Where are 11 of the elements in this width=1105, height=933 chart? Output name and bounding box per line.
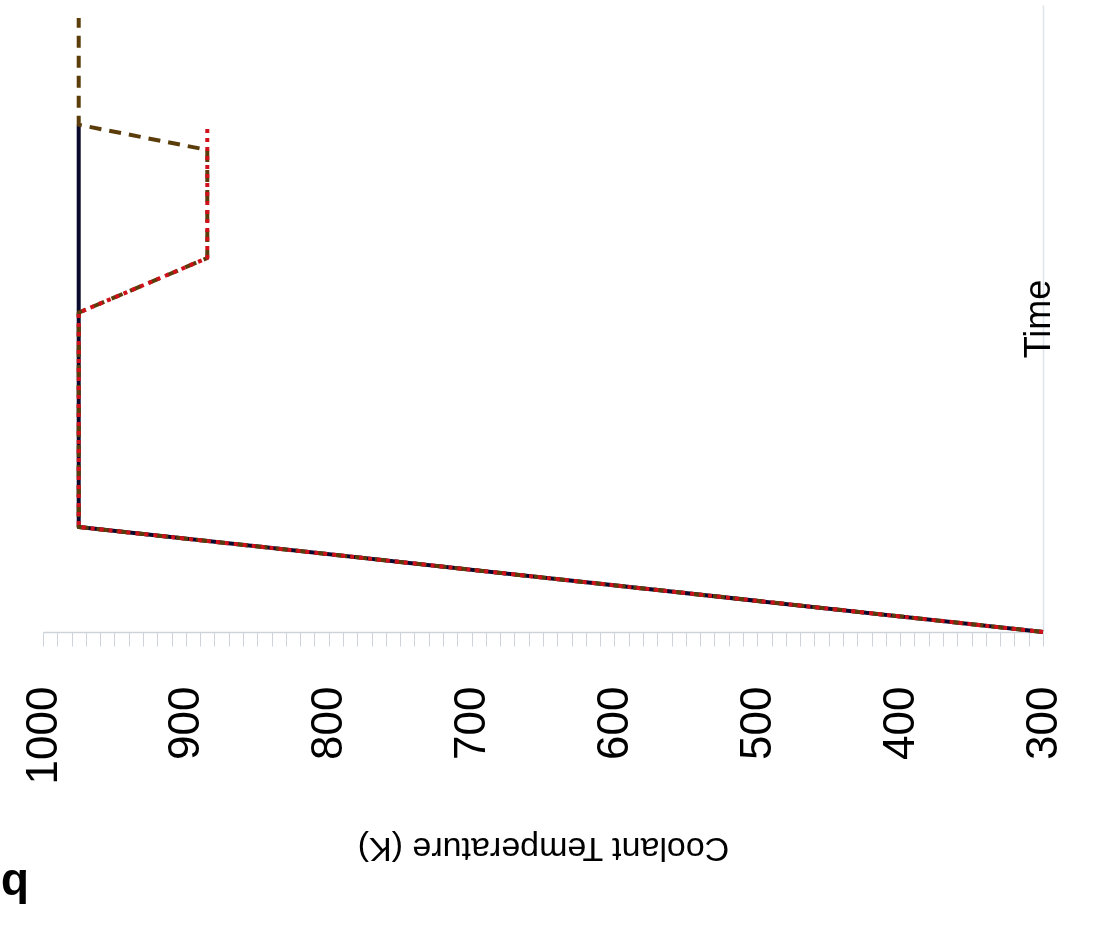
- x-tick-label: 600: [587, 686, 637, 760]
- x-tick-label: 1000: [16, 686, 66, 785]
- x-tick-label: 900: [159, 686, 209, 760]
- y-axis-title: Time: [1016, 279, 1058, 359]
- x-tick-label: 700: [445, 686, 495, 760]
- x-tick-label: 300: [1016, 686, 1066, 760]
- x-tick-label: 800: [302, 686, 352, 760]
- text: b: [1, 860, 30, 912]
- x-tick-label: 400: [873, 686, 923, 760]
- x-tick-label: 500: [730, 686, 780, 760]
- x-axis-title: Coolant Temperature (K): [357, 830, 730, 869]
